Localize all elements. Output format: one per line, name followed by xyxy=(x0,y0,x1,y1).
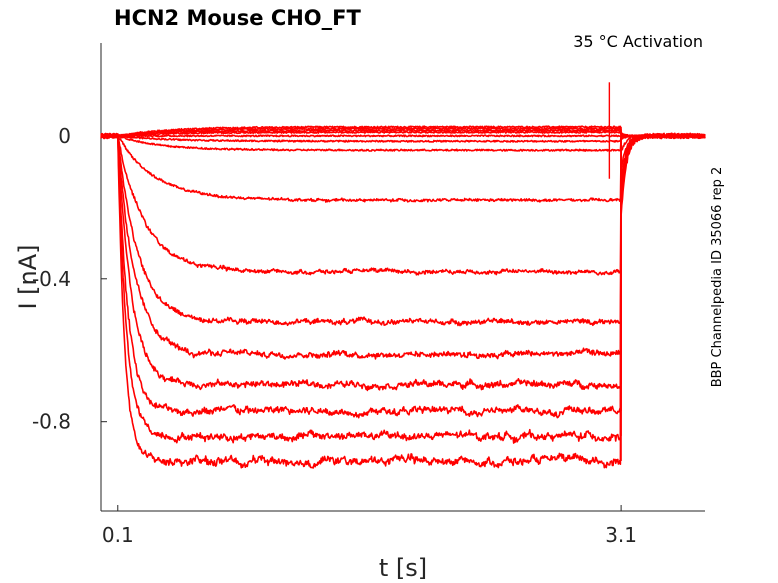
current-trace-5 xyxy=(100,134,706,138)
current-trace-12 xyxy=(100,132,706,392)
chart-title: HCN2 Mouse CHO_FT xyxy=(114,6,361,30)
current-trace-14 xyxy=(100,132,706,444)
current-trace-4 xyxy=(100,130,706,138)
x-tick-label: 3.1 xyxy=(605,523,637,547)
current-trace-7 xyxy=(100,134,706,152)
side-label: BBP Channelpedia ID 35066 rep 2 xyxy=(710,167,725,388)
current-trace-13 xyxy=(100,132,706,419)
x-tick-label: 0.1 xyxy=(102,523,134,547)
ticks: 0.1 3.1 0 -0.4 -0.8 xyxy=(32,124,637,547)
x-axis-label: t [s] xyxy=(379,554,427,582)
current-trace-11 xyxy=(100,133,706,360)
y-tick-label: -0.4 xyxy=(32,267,71,291)
current-trace-1 xyxy=(100,125,706,138)
chart-annotation: 35 °C Activation xyxy=(573,32,703,51)
current-trace-8 xyxy=(100,134,706,203)
current-trace-10 xyxy=(100,133,706,327)
traces xyxy=(100,82,706,469)
current-trace-9 xyxy=(100,133,706,276)
y-axis-label: I [nA] xyxy=(14,244,42,309)
current-trace-6 xyxy=(100,134,706,143)
axes xyxy=(100,43,705,512)
current-trace-15 xyxy=(100,132,706,469)
y-tick-label: 0 xyxy=(58,124,71,148)
y-tick-label: -0.8 xyxy=(32,410,71,434)
